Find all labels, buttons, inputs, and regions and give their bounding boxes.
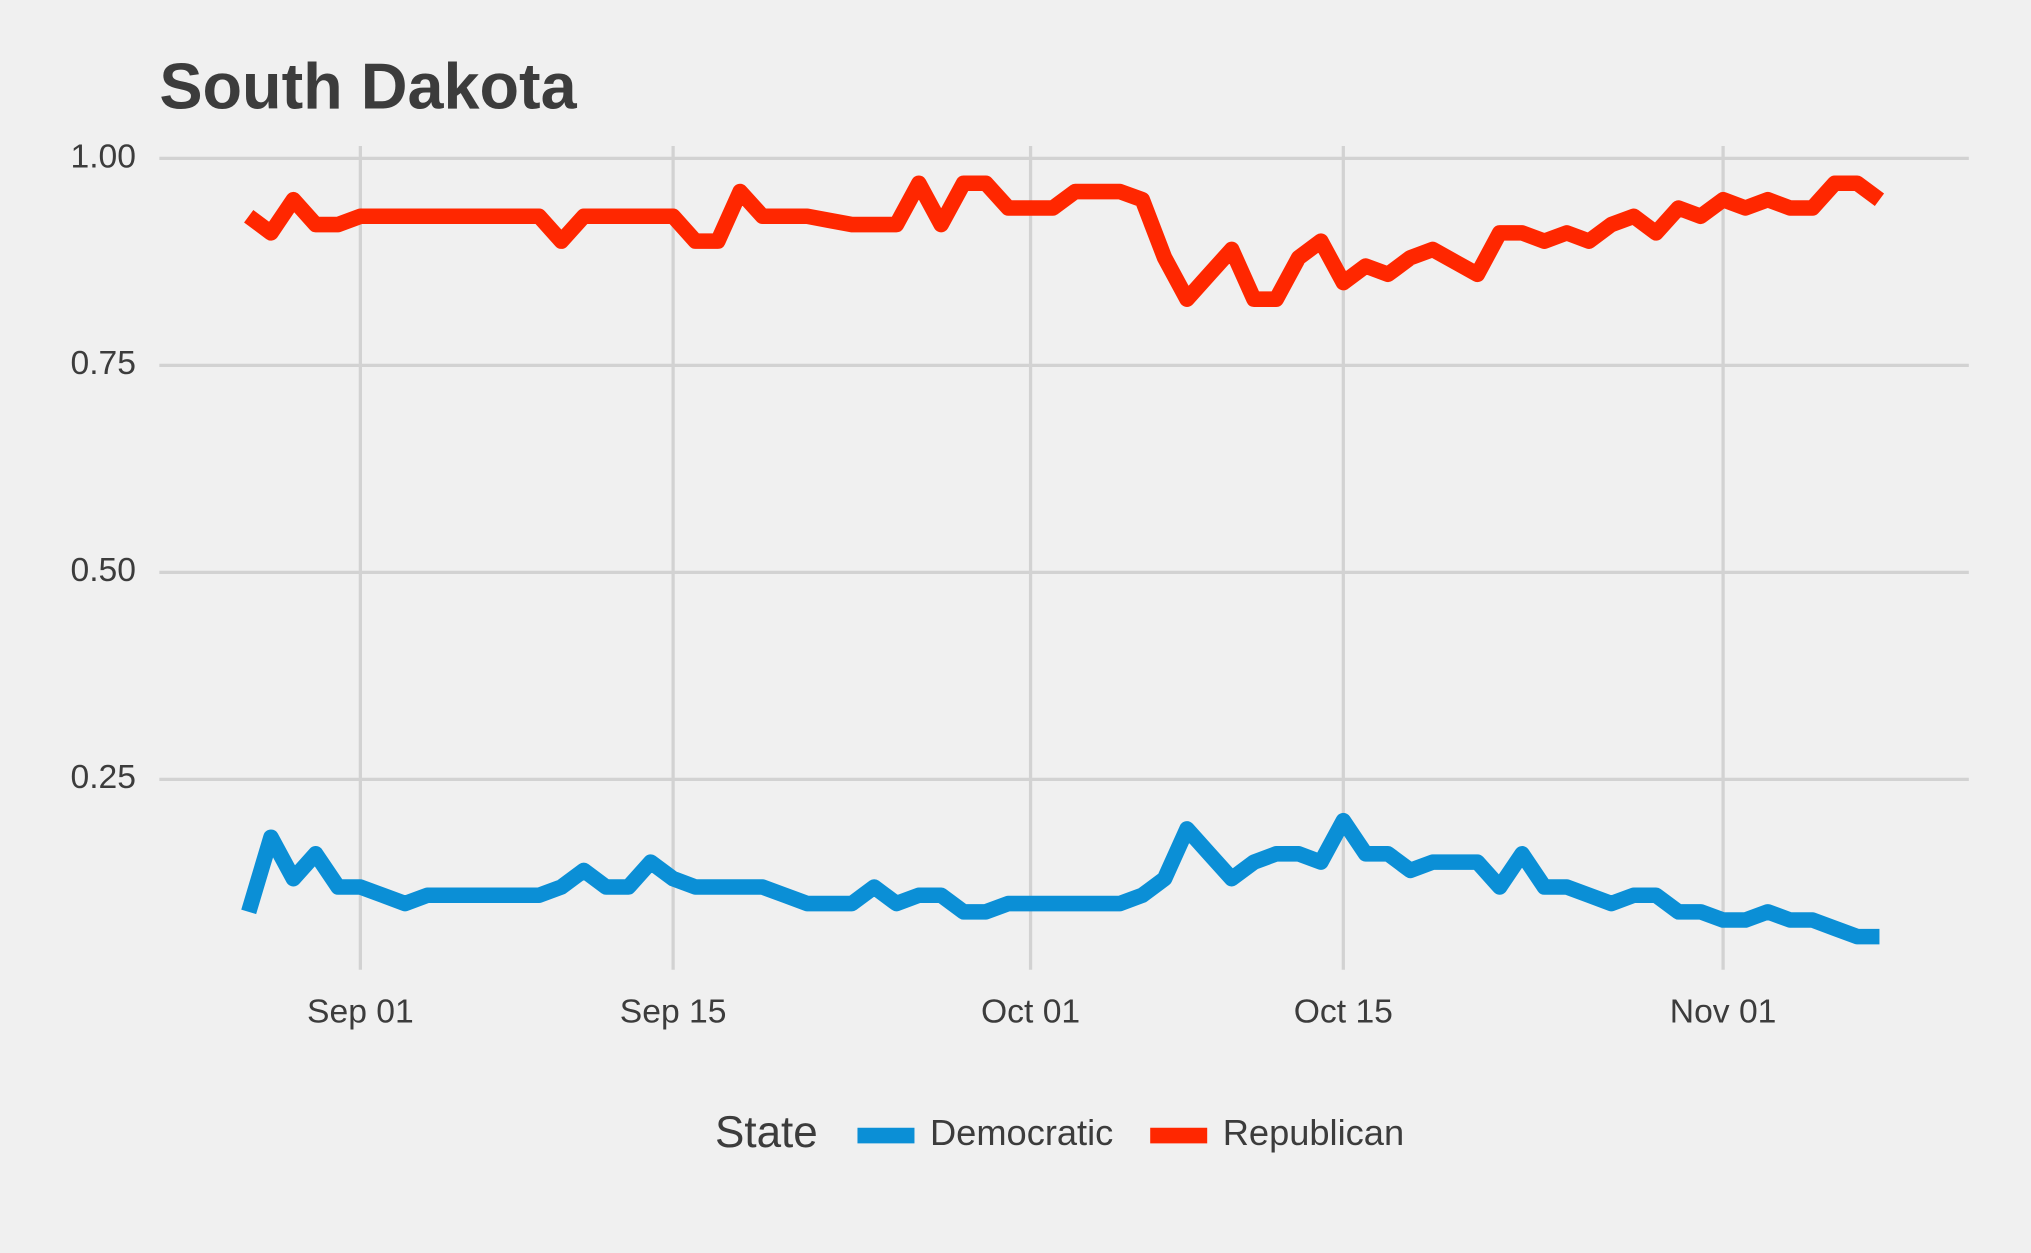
line-series (244, 175, 1885, 307)
x-tick-label: Sep 15 (620, 994, 727, 1031)
chart-title: South Dakota (159, 50, 577, 123)
x-tick-label: Oct 15 (1294, 994, 1393, 1031)
y-tick-label: 0.25 (70, 759, 136, 796)
legend-label: Democratic (930, 1112, 1113, 1153)
x-tick-label: Nov 01 (1670, 994, 1777, 1031)
line-series (241, 812, 1880, 945)
y-tick-label: 0.50 (70, 552, 136, 589)
x-tick-label: Sep 01 (307, 994, 414, 1031)
x-tick-label: Oct 01 (981, 994, 1080, 1031)
y-tick-label: 1.00 (70, 138, 136, 175)
y-tick-label: 0.75 (70, 345, 136, 382)
legend-label: Republican (1223, 1112, 1404, 1153)
legend-title: State (715, 1108, 818, 1157)
